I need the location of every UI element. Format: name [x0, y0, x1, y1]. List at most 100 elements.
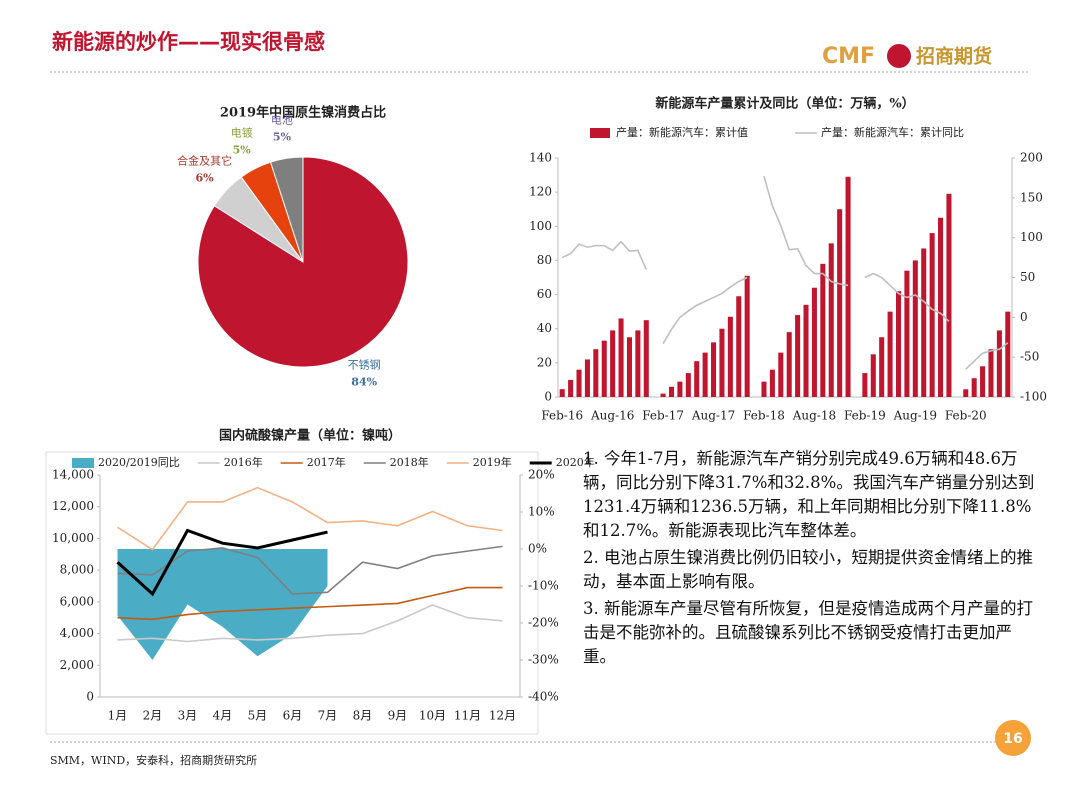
bar: [601, 340, 607, 397]
bar: [904, 270, 910, 397]
bar: [618, 318, 624, 397]
y-tick-label: 8,000: [60, 563, 94, 577]
page-number: 16: [1003, 731, 1022, 747]
y-tick-label: 100: [529, 219, 552, 233]
bar: [862, 373, 868, 397]
slice-value: 6%: [196, 172, 215, 185]
bar: [1005, 311, 1011, 397]
y2-tick-label: 200: [1020, 151, 1043, 165]
pie-slice: [197, 156, 409, 368]
bar: [576, 369, 582, 397]
legend-label: 2018年: [390, 455, 429, 469]
x-tick-label: 6月: [283, 709, 303, 723]
y2-tick-label: 0: [1020, 310, 1028, 324]
bar: [668, 386, 675, 397]
bar: [635, 330, 641, 397]
y2-tick-label: 150: [1020, 190, 1043, 204]
bar: [938, 217, 944, 397]
x-tick-label: 3月: [178, 709, 198, 723]
note: 2. 电池占原生镍消费比例仍旧较小，短期提供资金情绪上的推动，基本面上影响有限。: [583, 548, 1033, 591]
y2-tick-label: -50: [1020, 350, 1039, 364]
bar: [870, 354, 876, 397]
slice-value: 5%: [273, 131, 292, 144]
y-tick-label: 2,000: [60, 658, 94, 672]
legend-label: 2020/2019同比: [98, 456, 180, 469]
legend-label: 2016年: [224, 455, 263, 469]
slice-label: 不锈钢: [348, 358, 381, 371]
bar: [811, 287, 817, 397]
bar: [971, 378, 977, 397]
y2-tick-label: 10%: [528, 505, 555, 519]
bar: [820, 263, 826, 397]
page-badge: [995, 720, 1031, 756]
x-tick-label: Aug-18: [792, 409, 836, 423]
slice-label: 电池: [271, 114, 293, 127]
legend-swatch: [590, 128, 610, 138]
bar: [778, 352, 784, 397]
bar: [946, 193, 952, 397]
y-tick-label: 12,000: [52, 499, 94, 513]
chart-frame: [45, 451, 539, 735]
bar: [610, 330, 616, 397]
chart-title: 新能源车产量累计及同比（单位：万辆，%）: [655, 96, 914, 112]
bar: [795, 315, 801, 397]
x-tick-label: 7月: [318, 709, 338, 723]
chart-title: 2019年中国原生镍消费占比: [220, 105, 386, 121]
legend-label: 2020年: [556, 455, 595, 469]
x-tick-label: Feb-20: [945, 409, 987, 423]
y2-tick-label: -20%: [528, 616, 559, 630]
legend-label: 2019年: [473, 455, 512, 469]
bar: [803, 304, 809, 397]
note: 3. 新能源车产量尽管有所恢复，但是疫情造成两个月产量的打击是不能弥补的。且硫酸…: [583, 599, 1033, 666]
bar: [912, 260, 918, 397]
y-tick-label: 6,000: [60, 594, 94, 608]
bar: [996, 330, 1002, 397]
x-tick-label: 11月: [454, 709, 481, 723]
line: [561, 176, 1009, 370]
bar: [769, 369, 775, 397]
bar: [988, 349, 994, 397]
logo-text: CMF: [822, 44, 875, 69]
bar: [736, 296, 742, 397]
y-tick-label: 0: [544, 390, 552, 404]
slice-label: 电镀: [231, 126, 253, 140]
slice-label: 合金及其它: [177, 154, 232, 168]
y2-tick-label: 20%: [528, 468, 555, 482]
x-tick-label: 10月: [419, 709, 446, 723]
x-tick-label: Feb-17: [642, 409, 684, 423]
pie-slice: [269, 156, 304, 263]
bar: [895, 291, 902, 397]
bar: [879, 337, 885, 397]
area: [117, 549, 328, 660]
line: [117, 586, 503, 621]
y-tick-label: 14,000: [52, 468, 94, 482]
bar: [584, 359, 590, 397]
bar: [744, 275, 750, 397]
y-tick-label: 4,000: [60, 626, 94, 640]
bar: [727, 316, 733, 397]
source: SMM，WIND，安泰科，招商期货研究所: [50, 753, 257, 767]
logo-icon: [887, 44, 911, 68]
bar: [980, 366, 986, 397]
line: [117, 545, 503, 595]
notes: 1. 今年1-7月，新能源汽车产销分别完成49.6万辆和48.6万辆，同比分别下…: [583, 447, 1041, 672]
y-tick-label: 40: [537, 321, 552, 335]
slide-title: 新能源的炒作——现实很骨感: [52, 30, 325, 54]
bar: [761, 381, 767, 397]
y-tick-label: 0: [86, 690, 94, 704]
logo-name: 招商期货: [916, 45, 992, 68]
bar: [643, 320, 649, 397]
slice-value: 5%: [233, 144, 252, 157]
bar: [694, 361, 700, 397]
chart-title: 国内硫酸镍产量（单位：镍吨）: [219, 428, 401, 444]
y2-tick-label: -40%: [528, 690, 559, 704]
bar: [929, 233, 935, 397]
bar: [593, 349, 599, 397]
y-tick-label: 60: [537, 287, 552, 301]
bar: [559, 389, 565, 397]
x-tick-label: 4月: [213, 709, 233, 723]
bar: [963, 389, 969, 397]
bar: [887, 311, 893, 397]
